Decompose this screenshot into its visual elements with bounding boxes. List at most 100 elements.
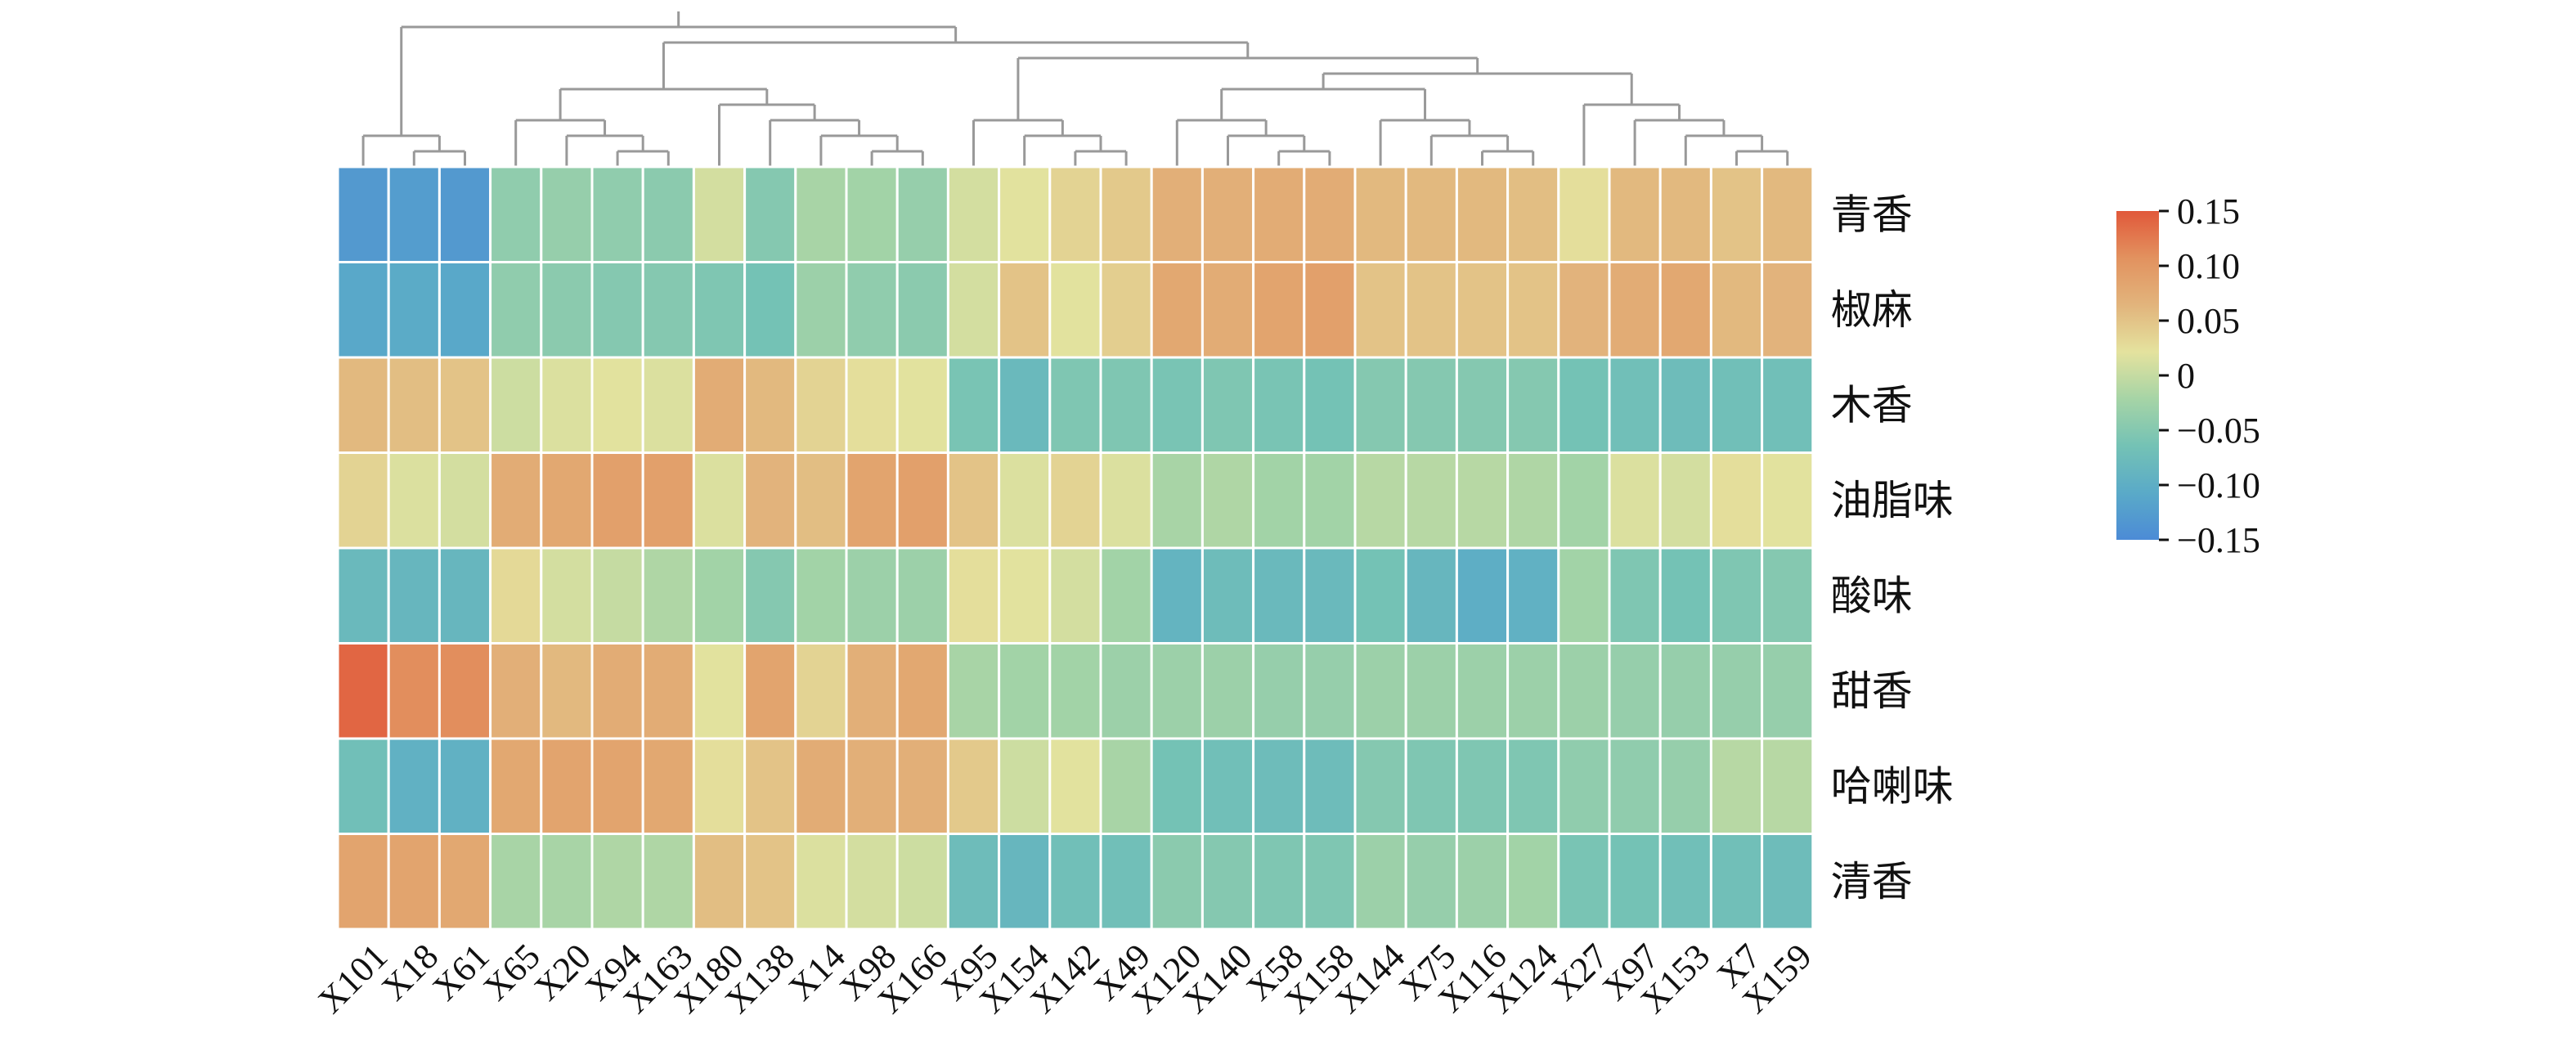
heatmap-cell bbox=[895, 546, 949, 645]
heatmap-cell bbox=[540, 833, 594, 931]
heatmap-cell bbox=[845, 546, 899, 645]
heatmap-cell bbox=[641, 356, 695, 454]
heatmap-cell bbox=[1150, 546, 1204, 645]
heatmap-cell bbox=[1761, 165, 1815, 263]
heatmap-cell bbox=[1658, 833, 1712, 931]
heatmap-cell bbox=[489, 546, 543, 645]
heatmap-cell bbox=[1099, 833, 1153, 931]
heatmap-cell bbox=[1353, 356, 1407, 454]
heatmap-cell bbox=[692, 165, 747, 263]
heatmap-cell bbox=[1658, 165, 1712, 263]
colorbar-tick-label: −0.05 bbox=[2177, 411, 2260, 451]
heatmap-cell bbox=[1150, 165, 1204, 263]
heatmap-cell bbox=[1048, 546, 1102, 645]
heatmap-cell bbox=[1557, 356, 1611, 454]
heatmap-cell bbox=[336, 833, 390, 931]
heatmap-cell bbox=[387, 833, 441, 931]
heatmap-cell bbox=[1404, 737, 1458, 835]
heatmap-cell bbox=[1200, 737, 1255, 835]
heatmap-cell bbox=[1557, 642, 1611, 740]
heatmap-cell bbox=[438, 546, 492, 645]
heatmap-cell bbox=[641, 833, 695, 931]
heatmap-cell bbox=[1761, 642, 1815, 740]
heatmap-cell bbox=[895, 451, 949, 550]
heatmap-cell bbox=[845, 642, 899, 740]
heatmap-cell bbox=[1404, 642, 1458, 740]
heatmap-cell bbox=[641, 451, 695, 550]
heatmap-cell bbox=[1048, 642, 1102, 740]
heatmap-cell bbox=[1709, 833, 1764, 931]
heatmap-cell bbox=[438, 356, 492, 454]
heatmap-cell bbox=[794, 356, 848, 454]
heatmap-cell bbox=[1506, 261, 1560, 359]
heatmap-cell bbox=[540, 451, 594, 550]
heatmap-cell bbox=[1099, 546, 1153, 645]
heatmap-cell bbox=[1303, 356, 1357, 454]
heatmap-cell bbox=[1608, 165, 1662, 263]
heatmap-cell bbox=[1353, 737, 1407, 835]
heatmap-cell bbox=[1455, 833, 1510, 931]
heatmap-cell bbox=[1557, 165, 1611, 263]
heatmap-cell bbox=[1761, 737, 1815, 835]
row-label: 青香 bbox=[1831, 191, 1913, 238]
heatmap-cell bbox=[1608, 356, 1662, 454]
heatmap-cell bbox=[590, 451, 644, 550]
heatmap-cell bbox=[1709, 737, 1764, 835]
heatmap-cell bbox=[692, 356, 747, 454]
heatmap-cell bbox=[1252, 546, 1306, 645]
heatmap-cell bbox=[1303, 546, 1357, 645]
heatmap-cell bbox=[438, 165, 492, 263]
heatmap-cell bbox=[1252, 261, 1306, 359]
heatmap-cell bbox=[641, 737, 695, 835]
heatmap-cell bbox=[794, 546, 848, 645]
heatmap-cell bbox=[590, 261, 644, 359]
heatmap-cell bbox=[1252, 165, 1306, 263]
heatmap-cell bbox=[946, 356, 1001, 454]
heatmap-cell bbox=[998, 642, 1052, 740]
heatmap-cell bbox=[1353, 165, 1407, 263]
heatmap-cell bbox=[641, 642, 695, 740]
heatmap-cell bbox=[1455, 356, 1510, 454]
heatmap-cell bbox=[743, 261, 797, 359]
heatmap-cell bbox=[438, 737, 492, 835]
heatmap-cell bbox=[1252, 642, 1306, 740]
heatmap-cell bbox=[1709, 451, 1764, 550]
heatmap-cell bbox=[1303, 642, 1357, 740]
heatmap-cell bbox=[998, 356, 1052, 454]
heatmap-cell bbox=[1099, 451, 1153, 550]
heatmap-cell bbox=[387, 165, 441, 263]
heatmap-cell bbox=[1353, 451, 1407, 550]
heatmap-cell bbox=[946, 546, 1001, 645]
heatmap-cell bbox=[590, 546, 644, 645]
heatmap-cell bbox=[641, 165, 695, 263]
heatmap-cell bbox=[1303, 833, 1357, 931]
heatmap-cell bbox=[743, 165, 797, 263]
heatmap-cell bbox=[489, 165, 543, 263]
colorbar: 0.15 0.10 0.05 0 −0.05 −0.10 −0.15 bbox=[2116, 191, 2260, 560]
heatmap-cell bbox=[1150, 356, 1204, 454]
heatmap-cell bbox=[692, 261, 747, 359]
heatmap-cell bbox=[336, 546, 390, 645]
heatmap-cell bbox=[1709, 261, 1764, 359]
heatmap-cell bbox=[1404, 356, 1458, 454]
row-label: 哈喇味 bbox=[1831, 762, 1954, 810]
heatmap-cell bbox=[1506, 642, 1560, 740]
heatmap-cell bbox=[1709, 165, 1764, 263]
heatmap-cell bbox=[1506, 356, 1560, 454]
heatmap-cell bbox=[743, 546, 797, 645]
heatmap-cell bbox=[794, 642, 848, 740]
heatmap-cell bbox=[590, 833, 644, 931]
heatmap-cell bbox=[895, 356, 949, 454]
heatmap-cell bbox=[1200, 261, 1255, 359]
heatmap-cell bbox=[845, 165, 899, 263]
heatmap-cell bbox=[1455, 165, 1510, 263]
heatmap-cell bbox=[895, 261, 949, 359]
heatmap-cell bbox=[387, 642, 441, 740]
heatmap-cell bbox=[1150, 737, 1204, 835]
heatmap-cell bbox=[1709, 642, 1764, 740]
column-dendrogram bbox=[361, 11, 1789, 167]
heatmap-cell bbox=[1761, 451, 1815, 550]
colorbar-tick-label: 0.10 bbox=[2177, 246, 2240, 286]
heatmap-cell bbox=[1557, 737, 1611, 835]
